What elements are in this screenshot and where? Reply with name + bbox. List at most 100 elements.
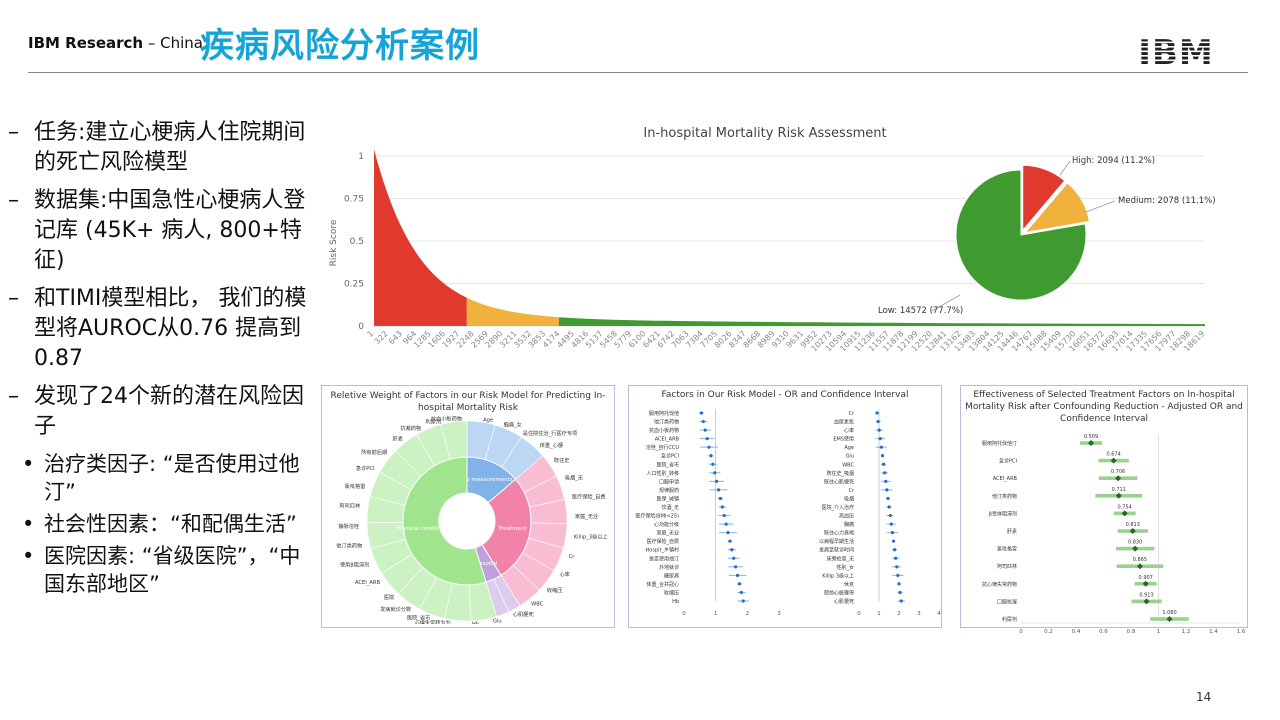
or-point: [732, 556, 736, 560]
or-value-label: 0.913: [1139, 592, 1153, 598]
or-point: [899, 599, 903, 603]
pie-label-line: [1059, 160, 1071, 176]
x-tick-label: 1: [714, 611, 718, 617]
or-marker: [1142, 580, 1149, 587]
factor-label: Hb: [672, 599, 679, 605]
or-point: [735, 573, 740, 577]
x-tick-label: 0.6: [1099, 629, 1108, 635]
panel-title-weight: Reletive Weight of Factors in our Risk M…: [330, 391, 606, 413]
factor-label: 高血压: [839, 513, 854, 520]
factor-label: 服用阿托伐他: [649, 410, 679, 417]
sunburst-outer-label: 医院_省市: [407, 614, 430, 622]
factor-label: 心率: [844, 427, 854, 434]
factor-label: 医院_省市: [656, 461, 679, 468]
treatment-label: 口服抗凝: [997, 598, 1017, 605]
x-tick-label: 0.4: [1072, 629, 1081, 635]
factor-label: 院前心脏骤停: [824, 589, 854, 596]
factor-label: 医院_介入治疗: [821, 504, 854, 511]
or-marker: [1115, 475, 1122, 482]
x-tick-label: 0: [857, 611, 861, 617]
x-tick-label: 2: [746, 611, 750, 617]
sunburst-outer-label: 急诊PCI: [356, 464, 375, 472]
factor-label: 饮酒_无: [661, 504, 679, 511]
y-tick-label: 0.25: [344, 280, 364, 290]
x-tick-label: 1.6: [1237, 629, 1246, 635]
panel-title-treatment: Effectiveness of Selected Treatment Fact…: [965, 390, 1243, 424]
sunburst-outer-label: 静脉溶栓: [338, 522, 360, 530]
x-tick-label: 1: [877, 611, 881, 617]
or-point: [707, 445, 711, 449]
factor-label: 糖尿病: [664, 572, 679, 579]
risk-segment-low: [558, 317, 1205, 326]
pie-slice: [955, 169, 1087, 301]
or-value-label: 0.674: [1107, 452, 1121, 458]
y-tick-label: 0.75: [344, 195, 364, 205]
sunburst-outer-label: 抗血小板药物: [431, 415, 462, 423]
pie-slice: [1024, 182, 1090, 234]
or-point: [715, 479, 719, 483]
or-point: [709, 454, 713, 458]
or-point: [888, 513, 892, 518]
factor-label: ACEI_ARB: [655, 437, 680, 443]
sunburst-outer-label: 是住院住治_行医疗专项: [523, 429, 577, 437]
y-tick-labels: 1 0.75 0.5 0.25 0: [344, 152, 364, 332]
brand-bold: IBM Research: [28, 34, 144, 52]
x-tick-label: 0.2: [1044, 629, 1053, 635]
or-point: [889, 522, 893, 526]
or-marker: [1166, 616, 1173, 622]
or-point: [713, 471, 717, 475]
x-tick-label: 0: [1019, 629, 1023, 635]
treatment-effect-panel: Effectiveness of Selected Treatment Fact…: [960, 385, 1248, 635]
factor-label: 医保_城镇: [656, 495, 679, 502]
sunburst-outer-label: WBC: [531, 602, 544, 608]
or-point: [734, 565, 738, 569]
factor-label: 医疗保险_自费: [646, 538, 679, 545]
treatment-label: 利尿剂: [1002, 616, 1017, 623]
or-value-label: 0.907: [1139, 575, 1153, 581]
chart-title: In-hospital Mortality Risk Assessment: [643, 126, 886, 141]
factor-label: 医疗保险(BMI<25): [635, 513, 679, 520]
sunburst-center: [439, 493, 495, 549]
or-point: [701, 419, 705, 424]
y-tick-label: 0: [358, 322, 364, 332]
or-point: [703, 428, 707, 432]
bullet-comparison: – 和TIMI模型相比， 我们的模型将AUROC从0.76 提高到 0.87: [8, 286, 307, 371]
x-tick-label: 2: [897, 611, 901, 617]
or-point: [896, 573, 900, 577]
or-marker: [1110, 457, 1117, 464]
or-value-label: 0.711: [1112, 487, 1126, 493]
or-marker: [1143, 598, 1150, 605]
factor-label: 床旁检查_无: [826, 555, 854, 562]
sub-bullet-hospital: • 医院因素: “省级医院”，“中国东部地区”: [22, 544, 301, 596]
treatment-label: 肝素: [1007, 528, 1017, 535]
x-tick-label: 1.4: [1209, 629, 1218, 635]
risk-pie: High: 2094 (11.2%) Medium: 2078 (11.1%) Lo…: [878, 156, 1216, 316]
pie-label: High: 2094 (11.2%): [1072, 156, 1155, 166]
sunburst-outer-label: 体重_心梗: [540, 441, 564, 449]
slide-title: 疾病风险分析案例: [200, 26, 480, 66]
or-marker: [1121, 510, 1128, 517]
pie-label-line: [931, 294, 961, 312]
x-tick-label: 322: [373, 329, 390, 346]
page-number: 14: [1196, 690, 1212, 704]
factor-label: 抗血小板药物: [649, 427, 679, 434]
sunburst-outer-label: 阿司匹林: [339, 502, 361, 510]
x-tick-label: 0: [682, 611, 686, 617]
x-tick-label: 3: [777, 611, 781, 617]
sunburst-outer-label: 心率: [559, 570, 569, 578]
x-tick-label: 1.2: [1182, 629, 1191, 635]
x-tick-label: 0.8: [1127, 629, 1136, 635]
or-point: [877, 428, 881, 432]
or-point: [699, 411, 704, 415]
treatment-label: 氯吡格雷: [997, 546, 1017, 553]
or-point: [718, 496, 723, 501]
x-tick-label: 3: [917, 611, 921, 617]
factor-label: 发病至就诊时间: [819, 547, 854, 554]
or-point: [875, 411, 879, 415]
or-value-label: 0.865: [1133, 557, 1147, 563]
factor-label: 口服申请: [659, 478, 679, 485]
sunburst-outer-label: 心肌梗死: [513, 610, 534, 618]
sunburst-outer-label: 医院: [384, 593, 395, 601]
or-point: [728, 539, 732, 543]
factor-label: 人口性别_转移: [646, 470, 679, 477]
